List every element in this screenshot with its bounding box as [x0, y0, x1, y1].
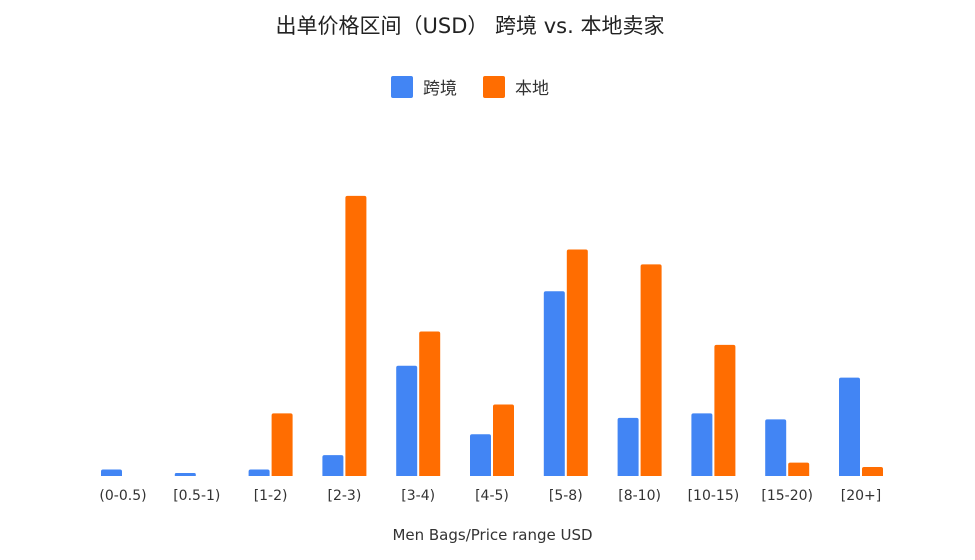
chart-title: 出单价格区间（USD） 跨境 vs. 本地卖家 [275, 14, 665, 38]
bar-local-6[interactable] [566, 249, 588, 476]
bar-local-3[interactable] [345, 195, 367, 476]
bar-cross-border-0[interactable] [101, 469, 122, 476]
bar-local-10[interactable] [862, 467, 883, 476]
bar-cross-border-7[interactable] [617, 417, 639, 476]
x-tick-label: [4-5) [475, 488, 509, 504]
legend-label-cross-border: 跨境 [423, 79, 457, 99]
legend-swatch-cross-border [391, 75, 413, 98]
bar-local-9[interactable] [788, 462, 810, 476]
x-tick-label: [15-20) [761, 488, 813, 504]
legend-label-local: 本地 [515, 79, 549, 99]
x-tick-label: [2-3) [328, 488, 362, 504]
x-tick-label: [0.5-1) [173, 488, 220, 504]
bar-cross-border-1[interactable] [174, 473, 196, 476]
bar-local-8[interactable] [714, 344, 736, 476]
bar-local-7[interactable] [640, 264, 662, 476]
legend-item-cross-border[interactable]: 跨境 [391, 74, 457, 99]
x-tick-label: [20+] [841, 488, 881, 504]
x-tick-label: [8-10) [618, 488, 661, 504]
x-tick-label: [1-2) [254, 488, 288, 504]
legend-item-local[interactable]: 本地 [483, 74, 549, 99]
x-tick-label: (0-0.5) [99, 488, 146, 504]
bar-cross-border-5[interactable] [470, 434, 491, 476]
bar-cross-border-8[interactable] [691, 413, 713, 476]
bar-cross-border-2[interactable] [248, 469, 270, 476]
bar-cross-border-3[interactable] [322, 455, 344, 476]
bar-cross-border-9[interactable] [765, 419, 787, 476]
x-tick-label: [3-4) [401, 488, 435, 504]
x-axis-title: Men Bags/Price range USD [392, 526, 593, 544]
x-tick-label: [5-8) [549, 488, 583, 504]
legend: 跨境 本地 [0, 74, 940, 99]
bar-cross-border-6[interactable] [543, 291, 565, 476]
legend-swatch-local [483, 75, 505, 98]
bar-cross-border-10[interactable] [839, 377, 860, 476]
bar-local-5[interactable] [493, 404, 514, 476]
bar-local-2[interactable] [271, 413, 293, 476]
bar-local-4[interactable] [419, 331, 441, 476]
bar-cross-border-4[interactable] [396, 365, 418, 476]
x-tick-label: [10-15) [688, 488, 740, 504]
